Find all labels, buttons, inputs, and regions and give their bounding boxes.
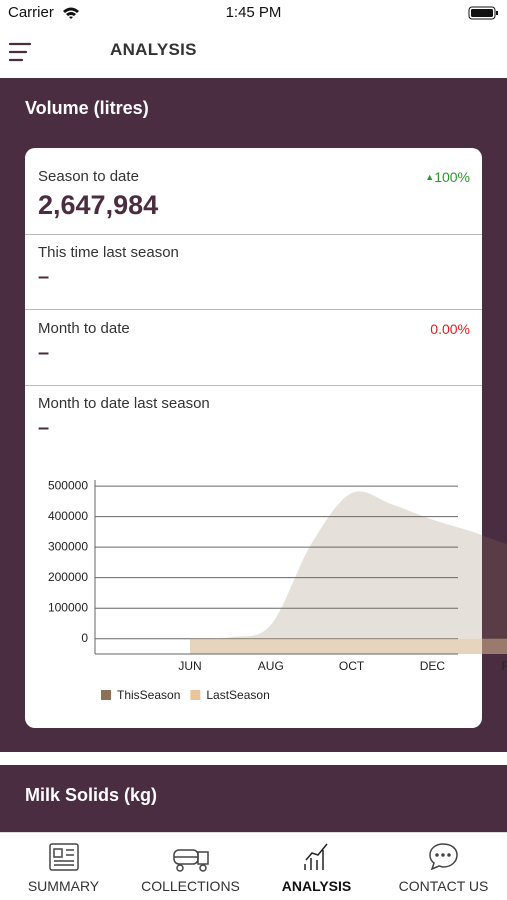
section-title: Milk Solids (kg) <box>25 785 158 805</box>
carrier: Carrier <box>8 4 54 21</box>
page-title: ANALYSIS <box>110 40 197 59</box>
stat-change: 0.00% <box>430 321 470 337</box>
legend-label: ThisSeason <box>117 688 180 702</box>
x-tick-label: AUG <box>258 659 284 673</box>
stat-change: ▲100% <box>425 169 470 185</box>
legend-swatch <box>190 690 201 700</box>
stat-row: Season to date 2,647,984 ▲100% <box>25 148 482 235</box>
y-tick-label: 0 <box>81 631 88 645</box>
clock: 1:45 PM <box>225 4 282 21</box>
stat-value: 2,647,984 <box>38 190 159 220</box>
legend-label: LastSeason <box>206 688 269 702</box>
stat-label: This time last season <box>38 244 179 261</box>
up-arrow: ▲ <box>425 172 435 182</box>
milk-solids-section <box>0 765 507 832</box>
stat-value: – <box>38 417 50 439</box>
battery-icon <box>468 6 498 20</box>
x-tick-label: OCT <box>339 659 365 673</box>
y-tick-label: 200000 <box>48 570 88 584</box>
tab-contact[interactable]: CONTACT US <box>398 878 489 894</box>
stat-value: – <box>38 342 50 364</box>
volume-card: Season to date 2,647,984 ▲100% This time… <box>25 148 482 728</box>
y-tick-label: 100000 <box>48 600 88 614</box>
area <box>190 491 507 654</box>
stat-row: This time last season – <box>25 234 482 310</box>
stat-row: Month to date – 0.00% <box>25 310 482 386</box>
tab-summary[interactable]: SUMMARY <box>27 878 100 894</box>
stat-label: Month to date last season <box>38 395 210 412</box>
tab-collections[interactable]: COLLECTIONS <box>141 878 240 894</box>
y-tick-label: 300000 <box>48 539 88 553</box>
stat-label: Month to date <box>38 320 130 337</box>
legend-swatch <box>101 690 111 700</box>
wifi-icon <box>63 7 79 19</box>
x-tick-label: JUN <box>178 659 201 673</box>
stat-value: – <box>38 266 50 288</box>
tab-analysis[interactable]: ANALYSIS <box>281 878 352 894</box>
stat-label: Season to date <box>38 168 139 185</box>
tab-divider <box>0 832 507 833</box>
x-tick-label: DEC <box>420 659 446 673</box>
x-tick-label: FEB <box>502 659 507 673</box>
tab-icons <box>49 843 458 872</box>
menu-button[interactable] <box>9 42 33 62</box>
y-tick-label: 500000 <box>48 478 88 492</box>
volume-chart: 0 100000 200000 300000 400000 500000 JUN AUG OCT… <box>48 478 507 702</box>
y-tick-label: 400000 <box>48 509 88 523</box>
area <box>190 638 507 654</box>
change-value: 100% <box>434 169 470 185</box>
section-title: Volume (litres) <box>25 98 149 118</box>
